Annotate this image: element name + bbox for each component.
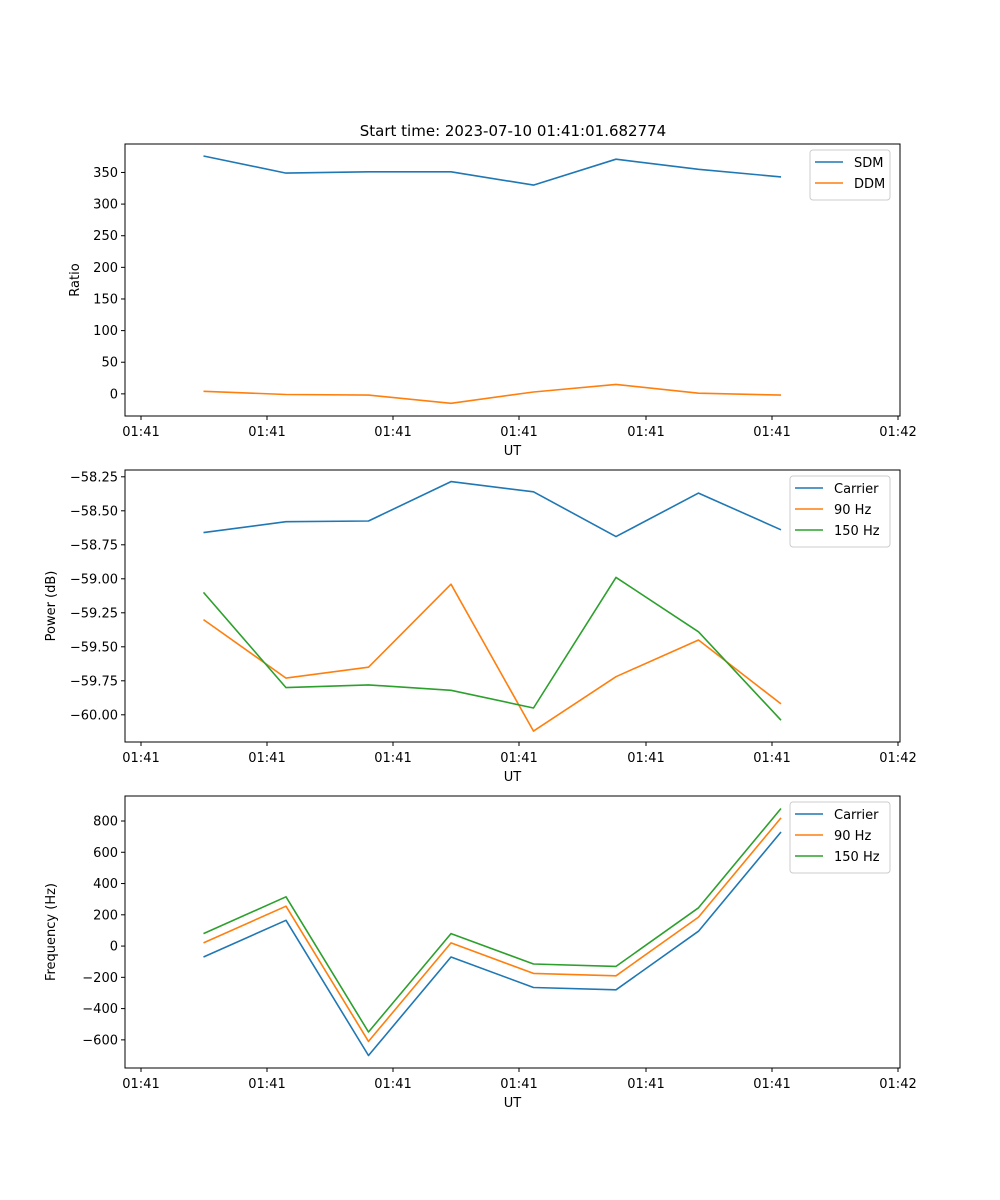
x-tick-label: 01:41	[627, 751, 664, 766]
chart-panels: 0 50 100 150 200 250 300 350 01:41 01:41 01:41 01:4…	[44, 143, 917, 1111]
y-tick-label: −200	[82, 971, 118, 986]
x-tick-label: 01:42	[879, 425, 916, 440]
x-axis-label: UT	[504, 444, 522, 459]
x-tick-label: 01:41	[500, 751, 537, 766]
y-tick-label: 0	[110, 387, 118, 402]
x-tick-label: 01:42	[879, 751, 916, 766]
x-axis-label: UT	[504, 770, 522, 785]
legend-label: Carrier	[834, 808, 879, 823]
x-tick-label: 01:42	[879, 1077, 916, 1092]
series-line-150-hz	[203, 807, 782, 1033]
legend-label: DDM	[854, 177, 885, 192]
series-line-carrier	[203, 480, 782, 538]
y-tick-label: 150	[93, 292, 118, 307]
figure-title: Start time: 2023-07-10 01:41:01.682774	[360, 122, 666, 140]
x-tick-label: 01:41	[753, 1077, 790, 1092]
legend-label: 90 Hz	[834, 503, 871, 518]
series-line-90-hz	[203, 817, 782, 1043]
y-tick-label: −59.25	[70, 606, 118, 621]
x-tick-label: 01:41	[248, 425, 285, 440]
y-axis-label: Ratio	[68, 263, 83, 296]
y-tick-label: −59.75	[70, 674, 118, 689]
legend: Carrier 90 Hz 150 Hz	[789, 475, 891, 548]
x-tick-label: 01:41	[122, 1077, 159, 1092]
y-tick-label: 800	[93, 815, 118, 830]
y-tick-label: 0	[110, 940, 118, 955]
y-tick-label: −600	[82, 1033, 118, 1048]
legend-label: 90 Hz	[834, 829, 871, 844]
legend: Carrier 90 Hz 150 Hz	[789, 801, 891, 874]
y-tick-label: 300	[93, 198, 118, 213]
x-tick-label: 01:41	[753, 425, 790, 440]
y-tick-label: −58.75	[70, 538, 118, 553]
y-tick-label: 250	[93, 229, 118, 244]
chart-panel-2: −60.00 −59.75 −59.50 −59.25 −59.00 −58.75 −58.…	[44, 469, 917, 785]
legend-label: 150 Hz	[834, 524, 880, 539]
x-tick-label: 01:41	[122, 751, 159, 766]
axes-frame	[124, 469, 901, 743]
series-line-sdm	[203, 155, 782, 186]
y-tick-label: −58.25	[70, 470, 118, 485]
axes-frame	[124, 143, 901, 417]
x-tick-label: 01:41	[627, 425, 664, 440]
chart-panel-1: 0 50 100 150 200 250 300 350 01:41 01:41 01:41 01:4…	[68, 143, 917, 459]
x-tick-label: 01:41	[374, 1077, 411, 1092]
x-tick-label: 01:41	[500, 1077, 537, 1092]
y-tick-label: 200	[93, 908, 118, 923]
y-tick-label: −59.50	[70, 640, 118, 655]
y-axis-label: Power (dB)	[44, 571, 59, 642]
y-tick-label: −400	[82, 1002, 118, 1017]
legend-label: 150 Hz	[834, 850, 880, 865]
y-tick-label: 200	[93, 261, 118, 276]
y-tick-label: −59.00	[70, 572, 118, 587]
x-tick-label: 01:41	[248, 751, 285, 766]
legend: SDM DDM	[809, 149, 891, 201]
y-tick-label: 50	[101, 356, 118, 371]
x-tick-label: 01:41	[753, 751, 790, 766]
series-line-ddm	[203, 383, 782, 405]
x-axis-label: UT	[504, 1096, 522, 1111]
y-tick-label: −58.50	[70, 504, 118, 519]
x-tick-label: 01:41	[374, 751, 411, 766]
y-tick-label: 600	[93, 846, 118, 861]
x-tick-label: 01:41	[374, 425, 411, 440]
y-tick-label: 350	[93, 166, 118, 181]
y-axis-label: Frequency (Hz)	[44, 883, 59, 981]
x-tick-label: 01:41	[122, 425, 159, 440]
y-tick-label: 100	[93, 324, 118, 339]
legend-label: SDM	[854, 156, 883, 171]
series-line-150-hz	[202, 576, 782, 721]
series-line-carrier	[203, 831, 782, 1057]
x-tick-label: 01:41	[248, 1077, 285, 1092]
y-tick-label: 400	[93, 877, 118, 892]
series-line-90-hz	[203, 583, 782, 732]
x-tick-label: 01:41	[627, 1077, 664, 1092]
y-tick-label: −60.00	[70, 708, 118, 723]
chart-panel-3: −600 −400 −200 0 200 400 600 800 01:41 01:41 01:41…	[44, 795, 917, 1111]
x-tick-label: 01:41	[500, 425, 537, 440]
axes-frame	[124, 795, 901, 1069]
legend-label: Carrier	[834, 482, 879, 497]
